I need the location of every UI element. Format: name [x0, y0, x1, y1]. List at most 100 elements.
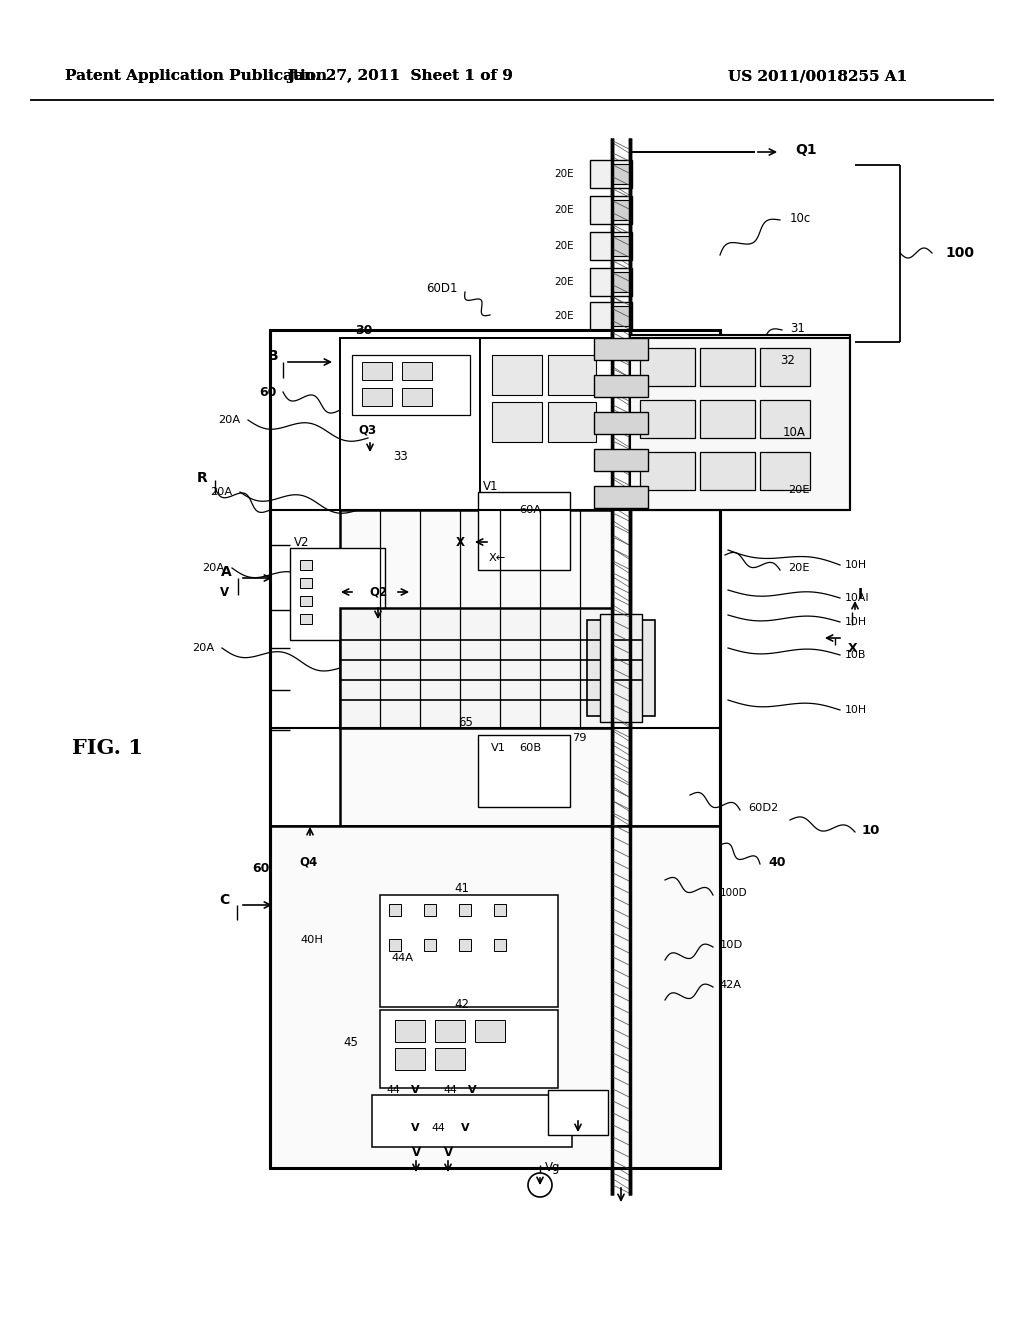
Text: 10: 10	[862, 824, 881, 837]
Text: Patent Application Publication: Patent Application Publication	[65, 69, 327, 83]
Text: 40: 40	[768, 855, 785, 869]
Text: 20E: 20E	[788, 484, 810, 495]
Text: 10D: 10D	[720, 940, 743, 950]
Bar	[612, 201, 630, 220]
Text: X←: X←	[488, 553, 506, 564]
Text: 20A: 20A	[218, 414, 240, 425]
Bar	[612, 236, 630, 256]
Bar	[587, 620, 655, 715]
Text: X: X	[456, 536, 465, 549]
Text: 31: 31	[790, 322, 805, 334]
Text: 10AI: 10AI	[845, 593, 869, 603]
Bar	[380, 1010, 558, 1088]
Bar	[548, 1090, 608, 1135]
Text: Patent Application Publication: Patent Application Publication	[65, 69, 327, 83]
Bar	[380, 895, 558, 1007]
Bar	[362, 388, 392, 407]
Text: 10H: 10H	[845, 705, 867, 715]
Bar	[594, 412, 648, 434]
Text: 45: 45	[343, 1035, 358, 1048]
Bar	[389, 904, 401, 916]
Bar	[548, 403, 596, 442]
Bar	[594, 486, 648, 508]
Text: 10H: 10H	[845, 560, 867, 570]
Text: 10A: 10A	[783, 425, 806, 438]
Bar	[612, 164, 630, 183]
Text: 30: 30	[355, 323, 373, 337]
Bar	[494, 939, 506, 950]
Bar	[340, 338, 612, 510]
Text: 20A: 20A	[210, 487, 232, 498]
Bar	[424, 939, 436, 950]
Bar	[590, 195, 632, 224]
Text: US 2011/0018255 A1: US 2011/0018255 A1	[728, 69, 907, 83]
Text: FIG. 1: FIG. 1	[72, 738, 142, 758]
Bar	[270, 826, 720, 1168]
Text: V: V	[411, 1123, 419, 1133]
Text: 10H: 10H	[845, 616, 867, 627]
Text: 10c: 10c	[790, 211, 811, 224]
Text: 100D: 100D	[720, 888, 748, 898]
Text: V: V	[412, 1146, 421, 1159]
Bar	[548, 355, 596, 395]
Bar	[590, 160, 632, 187]
Text: Q4: Q4	[299, 855, 317, 869]
Text: 44: 44	[431, 1123, 444, 1133]
Text: 42: 42	[455, 998, 469, 1011]
Bar	[640, 400, 695, 438]
Bar	[424, 904, 436, 916]
Bar	[478, 492, 570, 570]
Bar	[340, 729, 612, 826]
Bar	[435, 1048, 465, 1071]
Text: 44A: 44A	[391, 953, 413, 964]
Text: V: V	[443, 1146, 453, 1159]
Text: Q1: Q1	[795, 143, 816, 157]
Text: 60D1: 60D1	[427, 281, 458, 294]
Text: V1: V1	[490, 743, 506, 752]
Bar	[700, 451, 755, 490]
Text: 41: 41	[455, 882, 469, 895]
Text: 40H: 40H	[300, 935, 324, 945]
Bar	[480, 338, 612, 510]
Text: 60: 60	[260, 385, 278, 399]
Bar	[352, 355, 470, 414]
Bar	[600, 614, 642, 722]
Bar	[594, 338, 648, 360]
Bar	[640, 451, 695, 490]
Text: V2: V2	[294, 536, 309, 549]
Text: V1: V1	[483, 480, 499, 494]
Text: 60A: 60A	[519, 506, 541, 515]
Bar	[494, 904, 506, 916]
Bar	[492, 403, 542, 442]
Bar	[340, 609, 612, 729]
Text: V: V	[468, 1085, 476, 1096]
Text: 32: 32	[780, 354, 795, 367]
Bar	[590, 302, 632, 330]
Text: 10B: 10B	[845, 649, 866, 660]
Text: 20E: 20E	[554, 242, 574, 251]
Text: V: V	[411, 1085, 419, 1096]
Bar	[300, 597, 312, 606]
Text: V: V	[220, 586, 229, 598]
Bar	[270, 330, 720, 1168]
Bar	[594, 375, 648, 397]
Bar	[435, 1020, 465, 1041]
Bar	[640, 348, 695, 385]
Text: 20E: 20E	[554, 205, 574, 215]
Bar	[612, 272, 630, 292]
Bar	[372, 1096, 572, 1147]
Text: I: I	[858, 587, 863, 601]
Bar	[760, 400, 810, 438]
Text: 20E: 20E	[554, 277, 574, 286]
Text: 44: 44	[386, 1085, 400, 1096]
Bar	[395, 1048, 425, 1071]
Bar	[459, 939, 471, 950]
Text: 20E: 20E	[788, 564, 810, 573]
Text: US 2011/0018255 A1: US 2011/0018255 A1	[728, 69, 907, 83]
Bar	[612, 306, 630, 326]
Text: Q2: Q2	[369, 586, 387, 598]
Bar	[492, 355, 542, 395]
Bar	[475, 1020, 505, 1041]
Text: 20A: 20A	[191, 643, 214, 653]
Text: C: C	[220, 894, 230, 907]
